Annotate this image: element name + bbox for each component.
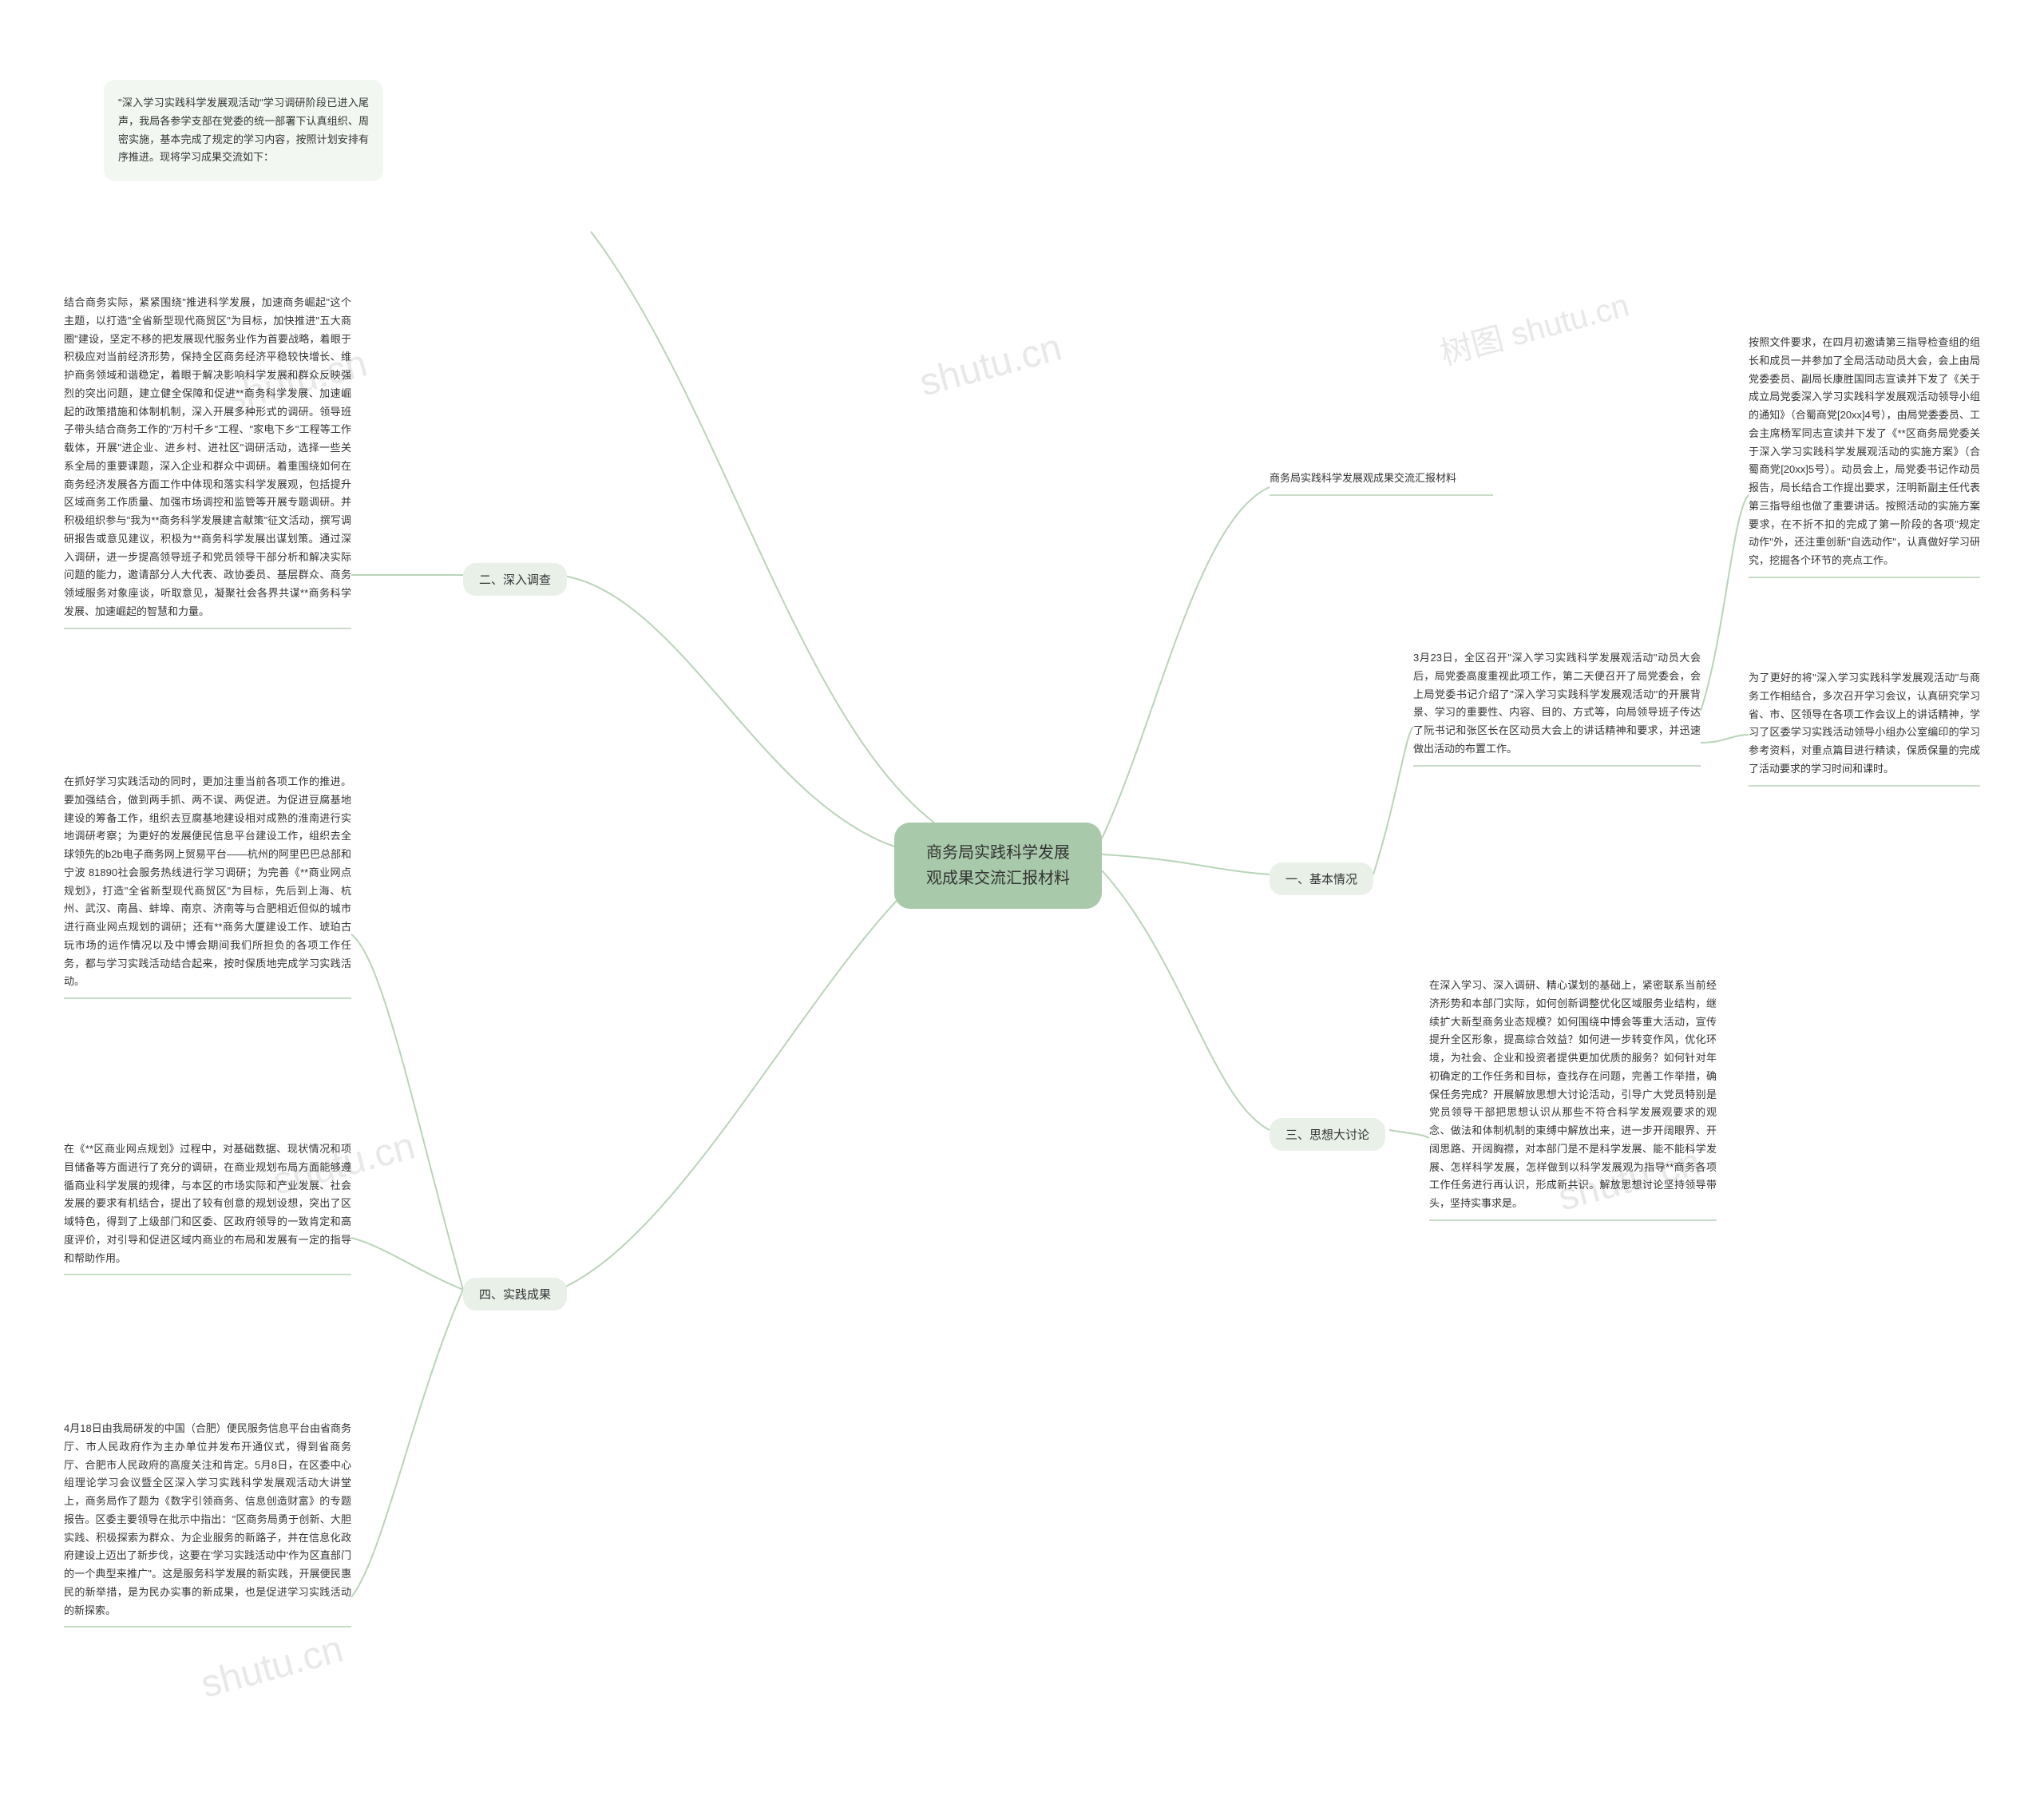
branch-investigation: 二、深入调查 bbox=[463, 563, 567, 596]
b3-leaf-0: 在深入学习、深入调研、精心谋划的基础上，紧密联系当前经济形势和本部门实际，如何创… bbox=[1429, 970, 1717, 1221]
branch-discussion: 三、思想大讨论 bbox=[1270, 1118, 1385, 1151]
right-title-leaf: 商务局实践科学发展观成果交流汇报材料 bbox=[1270, 463, 1493, 496]
b4-leaf-0: 在抓好学习实践活动的同时，更加注重当前各项工作的推进。要加强结合，做到两手抓、两… bbox=[64, 767, 351, 999]
watermark: 树图 shutu.cn bbox=[1435, 280, 1634, 375]
b1-leaf-1: 按照文件要求，在四月初邀请第三指导检查组的组长和成员一并参加了全局活动动员大会，… bbox=[1749, 327, 1980, 578]
b2-leaf-0: 结合商务实际，紧紧围绕"推进科学发展，加速商务崛起"这个主题，以打造"全省新型现… bbox=[64, 287, 351, 629]
b1-leaf-0: 3月23日，全区召开"深入学习实践科学发展观活动"动员大会后，局党委高度重视此项… bbox=[1413, 643, 1701, 767]
intro-leaf: "深入学习实践科学发展观活动"学习调研阶段已进入尾声，我局各参学支部在党委的统一… bbox=[104, 80, 383, 181]
b4-leaf-1: 在《**区商业网点规划》过程中，对基础数据、现状情况和项目储备等方面进行了充分的… bbox=[64, 1134, 351, 1275]
branch-basic-situation: 一、基本情况 bbox=[1270, 862, 1373, 895]
b1-leaf-2: 为了更好的将"深入学习实践科学发展观活动"与商务工作相结合，多次召开学习会议，认… bbox=[1749, 663, 1980, 787]
watermark: shutu.cn bbox=[196, 1627, 348, 1707]
center-node: 商务局实践科学发展观成果交流汇报材料 bbox=[894, 823, 1102, 909]
branch-results: 四、实践成果 bbox=[463, 1278, 567, 1310]
b4-leaf-2: 4月18日由我局研发的中国（合肥）便民服务信息平台由省商务厅、市人民政府作为主办… bbox=[64, 1413, 351, 1628]
watermark: shutu.cn bbox=[915, 325, 1067, 405]
